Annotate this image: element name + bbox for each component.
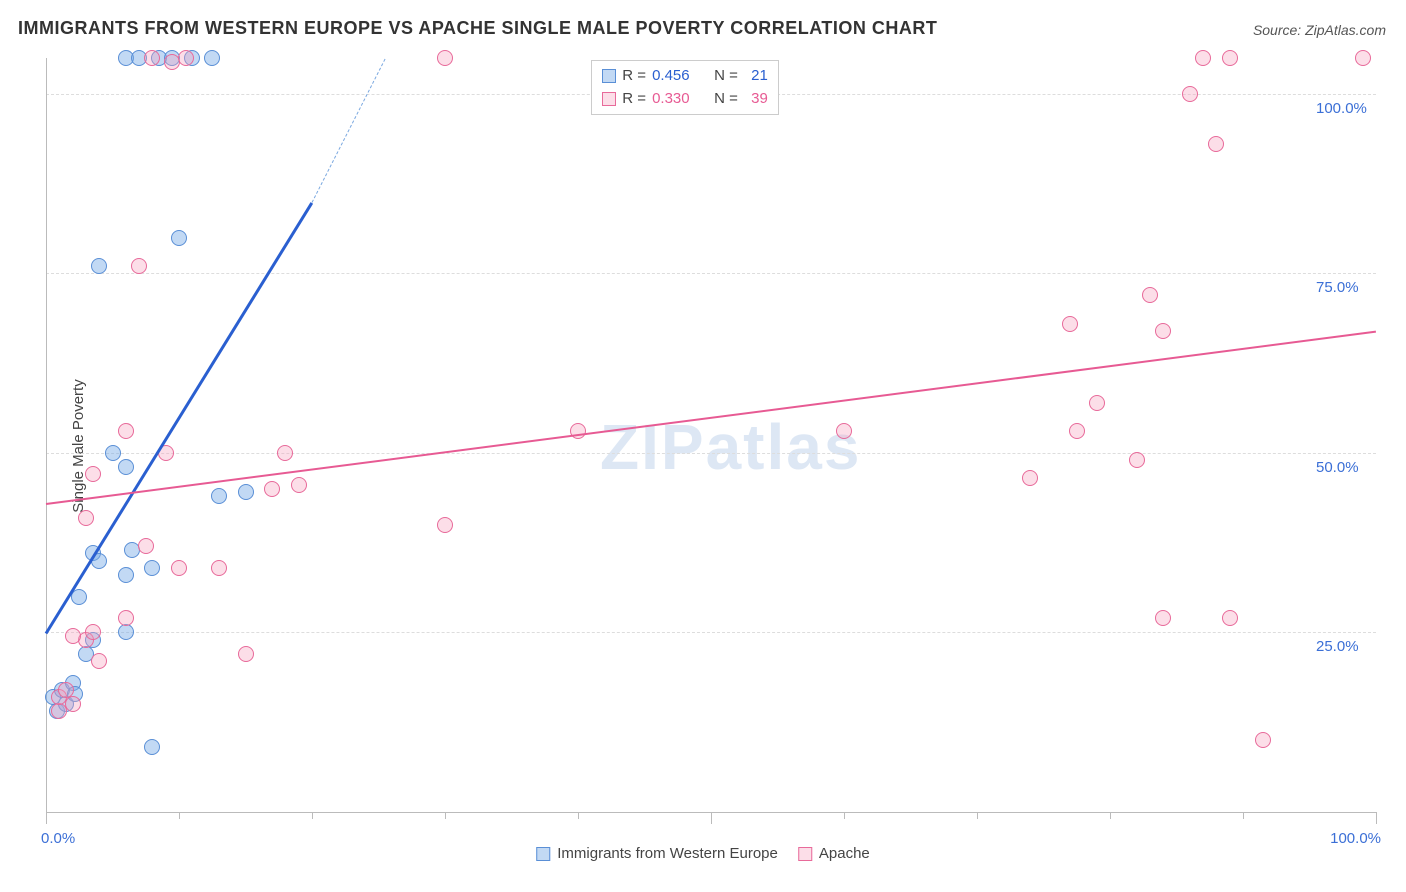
data-point-pink	[118, 610, 134, 626]
data-point-blue	[118, 624, 134, 640]
x-tick	[578, 812, 579, 819]
data-point-pink	[291, 477, 307, 493]
x-tick-label: 100.0%	[1321, 830, 1381, 847]
data-point-pink	[1155, 610, 1171, 626]
data-point-pink	[1129, 452, 1145, 468]
legend-r-value: 0.330	[652, 88, 700, 111]
data-point-pink	[78, 510, 94, 526]
data-point-blue	[105, 445, 121, 461]
data-point-pink	[836, 423, 852, 439]
source-label: Source: ZipAtlas.com	[1253, 22, 1386, 38]
data-point-pink	[178, 50, 194, 66]
legend-item-blue: Immigrants from Western Europe	[536, 845, 778, 862]
x-tick	[1110, 812, 1111, 819]
legend-r-label: R =	[622, 65, 646, 88]
data-point-pink	[1062, 316, 1078, 332]
legend-swatch-blue	[536, 847, 550, 861]
chart-container: IMMIGRANTS FROM WESTERN EUROPE VS APACHE…	[0, 0, 1406, 892]
data-point-pink	[437, 50, 453, 66]
trend-line	[46, 331, 1376, 505]
data-point-pink	[238, 646, 254, 662]
legend-swatch-blue	[602, 69, 616, 83]
data-point-pink	[91, 653, 107, 669]
data-point-pink	[85, 624, 101, 640]
data-point-pink	[437, 517, 453, 533]
x-tick	[977, 812, 978, 819]
legend-n-label: N =	[714, 65, 738, 88]
data-point-pink	[211, 560, 227, 576]
y-tick-label: 25.0%	[1316, 638, 1359, 655]
grid-line	[46, 453, 1376, 454]
data-point-pink	[65, 628, 81, 644]
data-point-blue	[144, 739, 160, 755]
grid-line	[46, 632, 1376, 633]
data-point-pink	[1155, 323, 1171, 339]
legend-r-label: R =	[622, 88, 646, 111]
legend-n-value: 21	[744, 65, 768, 88]
data-point-blue	[144, 560, 160, 576]
x-tick	[711, 812, 712, 824]
data-point-pink	[1195, 50, 1211, 66]
data-point-pink	[1182, 86, 1198, 102]
data-point-blue	[211, 488, 227, 504]
data-point-pink	[171, 560, 187, 576]
data-point-pink	[85, 466, 101, 482]
legend-row-pink: R = 0.330 N = 39	[602, 88, 768, 111]
chart-title: IMMIGRANTS FROM WESTERN EUROPE VS APACHE…	[18, 18, 937, 39]
legend-n-label: N =	[714, 88, 738, 111]
data-point-pink	[264, 481, 280, 497]
x-tick	[1243, 812, 1244, 819]
legend-row-blue: R = 0.456 N = 21	[602, 65, 768, 88]
data-point-pink	[1022, 470, 1038, 486]
grid-line	[46, 273, 1376, 274]
data-point-pink	[1142, 287, 1158, 303]
trend-line	[312, 58, 386, 202]
data-point-pink	[138, 538, 154, 554]
y-tick-label: 100.0%	[1316, 100, 1367, 117]
data-point-pink	[1355, 50, 1371, 66]
legend-label: Immigrants from Western Europe	[557, 845, 778, 862]
plot-area: 25.0%50.0%75.0%100.0%0.0%100.0%	[46, 58, 1376, 812]
data-point-pink	[1255, 732, 1271, 748]
legend-r-value: 0.456	[652, 65, 700, 88]
x-tick	[46, 812, 47, 824]
y-tick-label: 75.0%	[1316, 279, 1359, 296]
data-point-pink	[131, 258, 147, 274]
data-point-blue	[91, 258, 107, 274]
x-tick	[445, 812, 446, 819]
legend-swatch-pink	[798, 847, 812, 861]
correlation-legend: R = 0.456 N = 21 R = 0.330 N = 39	[591, 60, 779, 115]
data-point-blue	[171, 230, 187, 246]
data-point-pink	[1222, 610, 1238, 626]
data-point-pink	[65, 696, 81, 712]
data-point-blue	[118, 567, 134, 583]
data-point-blue	[238, 484, 254, 500]
series-legend: Immigrants from Western Europe Apache	[536, 845, 870, 862]
data-point-pink	[1208, 136, 1224, 152]
data-point-pink	[570, 423, 586, 439]
x-tick	[312, 812, 313, 819]
legend-label: Apache	[819, 845, 870, 862]
data-point-pink	[277, 445, 293, 461]
legend-item-pink: Apache	[798, 845, 870, 862]
y-tick-label: 50.0%	[1316, 459, 1359, 476]
data-point-pink	[1089, 395, 1105, 411]
data-point-pink	[1222, 50, 1238, 66]
data-point-pink	[1069, 423, 1085, 439]
x-tick-label: 0.0%	[41, 830, 101, 847]
data-point-pink	[144, 50, 160, 66]
legend-swatch-pink	[602, 92, 616, 106]
data-point-blue	[204, 50, 220, 66]
x-tick	[179, 812, 180, 819]
x-tick	[1376, 812, 1377, 824]
data-point-pink	[118, 423, 134, 439]
x-tick	[844, 812, 845, 819]
legend-n-value: 39	[744, 88, 768, 111]
data-point-blue	[118, 459, 134, 475]
